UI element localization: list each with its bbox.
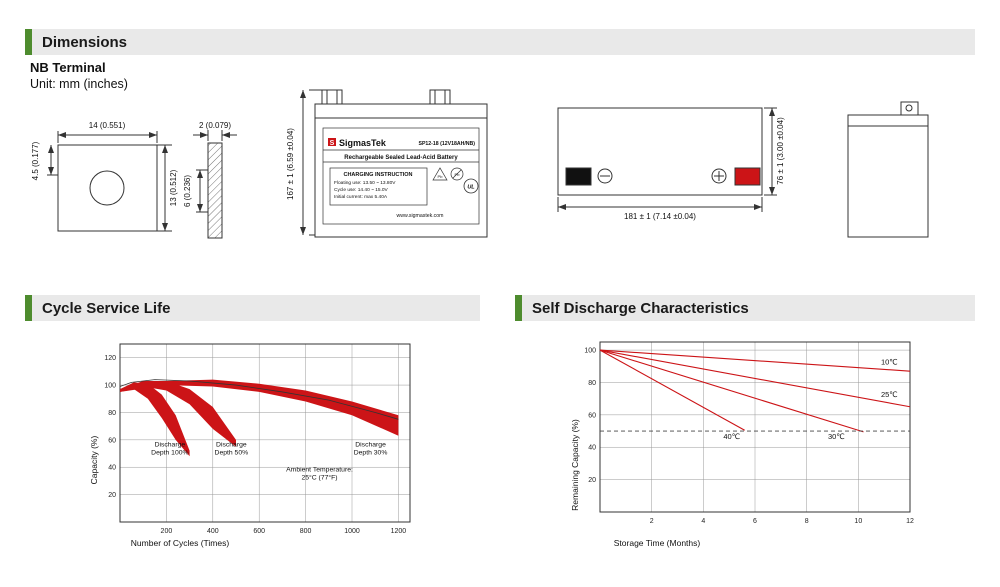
battery-type-line: Rechargeable Sealed Lead-Acid Battery (344, 155, 458, 161)
x-tick-label: 8 (805, 518, 809, 525)
terminal-front-width-dim: 14 (0.551) (89, 121, 126, 130)
x-tick-label: 6 (753, 518, 757, 525)
series-line (599, 349, 745, 431)
header-accent-block (25, 295, 32, 321)
top-view-depth-dim: 76 ± 1 (3.00 ±0.04) (776, 117, 785, 185)
front-height-dim: 167 ± 1 (6.59 ±0.04) (286, 128, 295, 200)
terminal-type-label: NB Terminal (30, 60, 106, 75)
ul-label: UL (467, 185, 475, 191)
y-axis-label: Remaining Capacity (%) (570, 419, 580, 511)
y-tick-label: 40 (108, 465, 116, 472)
x-axis-label: Number of Cycles (Times) (131, 538, 230, 548)
envelope-curve (119, 379, 399, 420)
x-tick-label: 1000 (344, 528, 360, 535)
x-tick-label: 4 (701, 518, 705, 525)
pb-recycle-icon (432, 167, 448, 181)
cycle-service-life-chart: 200 400 600 800 1000 1200 20 40 60 80 100 120 Discha… (89, 343, 411, 548)
chart-annotation: Discharge Depth 50% (215, 442, 249, 457)
terminal-side-thickness-dim: 2 (0.079) (199, 121, 231, 130)
y-tick-label: 60 (588, 412, 596, 419)
front-height-dimension (300, 89, 322, 236)
dimensions-section-header: Dimensions (25, 29, 975, 55)
self-discharge-section-header: Self Discharge Characteristics (515, 295, 975, 321)
dimension-drawings: 14 (0.551) 4.5 (0.177) 13 (0.512) 2 (0.0… (31, 89, 929, 239)
charging-instruction-title: CHARGING INSTRUCTION (343, 172, 412, 178)
terminal-front-height-dim: 13 (0.512) (169, 169, 178, 206)
x-tick-label: 10 (854, 518, 862, 525)
series-line (599, 349, 911, 372)
series-line (599, 349, 864, 433)
y-tick-label: 120 (104, 355, 116, 362)
battery-side-view (847, 101, 929, 238)
x-tick-label: 400 (207, 528, 219, 535)
unit-note: Unit: mm (inches) (30, 77, 128, 91)
self-discharge-title: Self Discharge Characteristics (532, 299, 749, 317)
plot-border (599, 341, 911, 513)
terminal-side-view (193, 130, 237, 239)
charging-line-1: Floating use: 13.50 ~ 13.80V (334, 180, 396, 186)
chart-annotation: Ambient Temperature: 25°C (77°F) (286, 466, 353, 481)
chart-annotation: Discharge Depth 30% (354, 442, 388, 457)
pb-crossed-icon (450, 167, 464, 181)
series-line (599, 349, 911, 408)
brand-name: SigmasTek (339, 138, 387, 148)
discharge-band (120, 379, 399, 436)
y-tick-label: 60 (108, 437, 116, 444)
y-tick-label: 100 (104, 383, 116, 390)
minus-symbol-icon (597, 168, 613, 184)
series-label: 10℃ (881, 358, 898, 367)
x-tick-label: 1200 (391, 528, 407, 535)
negative-terminal-mark (565, 167, 592, 186)
charging-line-2: Cycle use: 14.40 ~ 15.0V (334, 187, 389, 193)
cycle-service-life-title: Cycle Service Life (42, 299, 171, 317)
battery-front-view (314, 89, 488, 238)
top-view-width-dim: 181 ± 1 (7.14 ±0.04) (624, 212, 696, 221)
header-accent-block (515, 295, 522, 321)
brand-logo-letter: S (330, 140, 335, 147)
x-tick-label: 2 (650, 518, 654, 525)
y-tick-label: 80 (588, 380, 596, 387)
x-tick-label: 12 (906, 518, 914, 525)
pb-label-1: Pb (438, 174, 444, 179)
terminal-front-view (47, 131, 172, 232)
ul-mark-icon (463, 178, 479, 194)
dimensions-title: Dimensions (42, 33, 128, 51)
terminal-side-height-dim: 6 (0.236) (183, 175, 192, 207)
battery-model: SP12-18 (12V18AH/NB) (418, 141, 475, 147)
website-text: www.sigmastek.com (397, 213, 444, 219)
cycle-service-life-section-header: Cycle Service Life (25, 295, 480, 321)
y-tick-label: 20 (588, 477, 596, 484)
y-tick-label: 100 (584, 348, 596, 355)
plus-symbol-icon (711, 168, 727, 184)
brand-logo-square (328, 138, 336, 146)
y-tick-label: 40 (588, 445, 596, 452)
battery-top-view (557, 107, 777, 212)
positive-terminal-mark (734, 167, 761, 186)
x-tick-label: 200 (161, 528, 173, 535)
x-tick-label: 600 (253, 528, 265, 535)
plot-border (119, 343, 411, 523)
series-label: 40℃ (723, 432, 740, 441)
y-tick-label: 20 (108, 492, 116, 499)
chart-annotation: Discharge Depth 100% (151, 442, 188, 457)
pb-label-2: Pb (455, 172, 461, 177)
series-label: 25℃ (881, 390, 898, 399)
header-accent-block (25, 29, 32, 55)
y-tick-label: 80 (108, 410, 116, 417)
x-axis-label: Storage Time (Months) (614, 538, 701, 548)
charging-line-3: Initial current: max 5.40A (334, 194, 388, 200)
series-label: 30℃ (828, 432, 845, 441)
y-axis-label: Capacity (%) (89, 436, 99, 485)
x-tick-label: 800 (300, 528, 312, 535)
terminal-front-offset-dim: 4.5 (0.177) (31, 141, 40, 180)
self-discharge-chart: 2 4 6 8 10 12 20 40 60 80 100 10℃ 25℃ 30℃ 40℃ Storage T… (570, 341, 914, 548)
